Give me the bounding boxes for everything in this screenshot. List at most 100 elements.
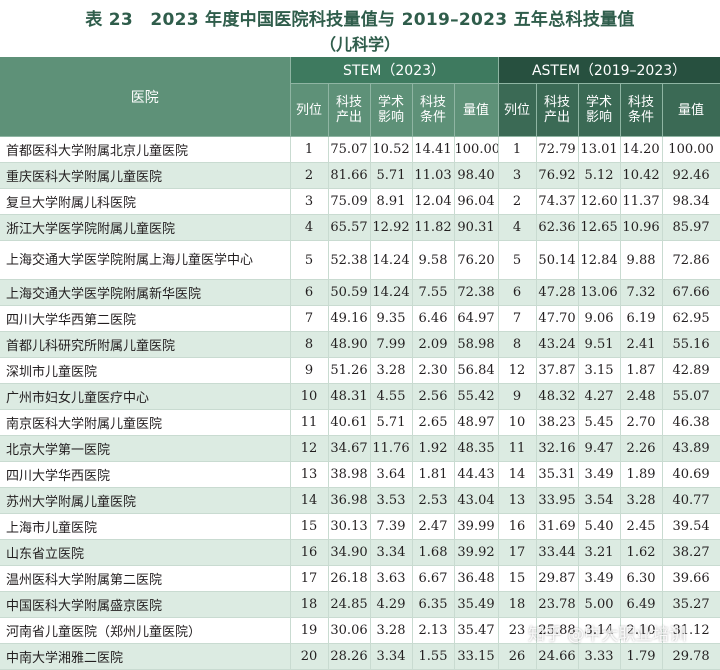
cell-stem-rank: 17	[290, 565, 329, 592]
cell-astem-rank: 16	[498, 513, 537, 540]
cell-stem-condition: 6.35	[412, 591, 455, 618]
cell-stem-output: 34.67	[328, 435, 371, 462]
cell-stem-value: 36.48	[454, 565, 499, 592]
cell-astem-impact: 12.60	[578, 188, 621, 215]
cell-hospital: 广州市妇女儿童医疗中心	[0, 383, 291, 410]
cell-astem-output: 23.78	[536, 591, 579, 618]
cell-astem-value: 62.95	[662, 305, 720, 332]
cell-stem-rank: 20	[290, 643, 329, 670]
cell-stem-output: 24.85	[328, 591, 371, 618]
cell-astem-output: 32.16	[536, 435, 579, 462]
cell-astem-value: 72.86	[662, 240, 720, 280]
cell-astem-value: 42.89	[662, 357, 720, 384]
cell-stem-output: 50.59	[328, 279, 371, 306]
cell-astem-rank: 13	[498, 487, 537, 514]
cell-astem-impact: 3.21	[578, 539, 621, 566]
cell-stem-value: 56.84	[454, 357, 499, 384]
cell-stem-rank: 18	[290, 591, 329, 618]
cell-stem-rank: 7	[290, 305, 329, 332]
cell-astem-rank: 2	[498, 188, 537, 215]
header-stem-impact-label: 学术影响	[377, 95, 404, 125]
cell-hospital: 深圳市儿童医院	[0, 357, 291, 384]
cell-astem-rank: 1	[498, 136, 537, 163]
cell-astem-rank: 8	[498, 331, 537, 358]
cell-astem-value: 55.07	[662, 383, 720, 410]
header-stem-output: 科技产出	[328, 83, 371, 137]
cell-stem-impact: 3.63	[370, 565, 413, 592]
cell-astem-output: 47.70	[536, 305, 579, 332]
cell-stem-condition: 2.56	[412, 383, 455, 410]
cell-stem-condition: 11.82	[412, 214, 455, 241]
cell-hospital: 上海交通大学医学院附属上海儿童医学中心	[0, 240, 291, 280]
cell-stem-condition: 1.81	[412, 461, 455, 488]
table-row: 复旦大学附属儿科医院 3 75.09 8.91 12.04 96.04 2 74.37 12.6…	[0, 188, 720, 215]
table-row: 首都医科大学附属北京儿童医院 1 75.07 10.52 14.41 100.00 1 72.…	[0, 136, 720, 163]
cell-astem-impact: 3.49	[578, 461, 621, 488]
cell-stem-condition: 1.68	[412, 539, 455, 566]
cell-astem-output: 25.88	[536, 617, 579, 644]
cell-astem-output: 29.87	[536, 565, 579, 592]
cell-astem-condition: 2.10	[620, 617, 663, 644]
cell-hospital: 中南大学湘雅二医院	[0, 643, 291, 670]
cell-stem-rank: 8	[290, 331, 329, 358]
cell-stem-rank: 3	[290, 188, 329, 215]
cell-hospital: 首都儿科研究所附属儿童医院	[0, 331, 291, 358]
cell-hospital: 中国医科大学附属盛京医院	[0, 591, 291, 618]
cell-stem-output: 36.98	[328, 487, 371, 514]
cell-astem-condition: 2.48	[620, 383, 663, 410]
cell-astem-output: 62.36	[536, 214, 579, 241]
table-row: 重庆医科大学附属儿童医院 2 81.66 5.71 11.03 98.40 3 76.92 5.…	[0, 162, 720, 189]
header-astem-impact-label: 学术影响	[586, 95, 613, 125]
cell-stem-condition: 2.53	[412, 487, 455, 514]
cell-stem-output: 75.09	[328, 188, 371, 215]
cell-hospital: 上海交通大学医学院附属新华医院	[0, 279, 291, 306]
cell-stem-output: 34.90	[328, 539, 371, 566]
cell-astem-rank: 23	[498, 617, 537, 644]
table-row: 温州医科大学附属第二医院 17 26.18 3.63 6.67 36.48 15 29.87 3…	[0, 565, 720, 592]
cell-astem-impact: 3.15	[578, 357, 621, 384]
cell-stem-value: 90.31	[454, 214, 499, 241]
cell-astem-rank: 10	[498, 409, 537, 436]
cell-stem-condition: 2.47	[412, 513, 455, 540]
cell-stem-rank: 16	[290, 539, 329, 566]
cell-stem-output: 65.57	[328, 214, 371, 241]
cell-astem-condition: 14.20	[620, 136, 663, 163]
cell-astem-rank: 15	[498, 565, 537, 592]
cell-hospital: 温州医科大学附属第二医院	[0, 565, 291, 592]
cell-stem-condition: 6.46	[412, 305, 455, 332]
table-row: 南京医科大学附属儿童医院 11 40.61 5.71 2.65 48.97 10 38.23 5…	[0, 409, 720, 436]
cell-astem-condition: 6.49	[620, 591, 663, 618]
cell-astem-value: 55.16	[662, 331, 720, 358]
table-body: 首都医科大学附属北京儿童医院 1 75.07 10.52 14.41 100.00 1 72.…	[0, 136, 720, 670]
cell-astem-condition: 7.32	[620, 279, 663, 306]
header-astem-rank: 列位	[498, 83, 537, 137]
cell-astem-rank: 14	[498, 461, 537, 488]
header-astem-condition-label: 科技条件	[628, 95, 655, 125]
cell-stem-impact: 12.92	[370, 214, 413, 241]
cell-stem-rank: 2	[290, 162, 329, 189]
cell-astem-value: 38.27	[662, 539, 720, 566]
table-row: 上海交通大学医学院附属上海儿童医学中心 5 52.38 14.24 9.58 76.20 5…	[0, 240, 720, 280]
table-row: 浙江大学医学院附属儿童医院 4 65.57 12.92 11.82 90.31 4 62.36…	[0, 214, 720, 241]
header-stem-rank: 列位	[290, 83, 329, 137]
cell-stem-rank: 11	[290, 409, 329, 436]
cell-astem-impact: 3.14	[578, 617, 621, 644]
cell-stem-impact: 3.28	[370, 617, 413, 644]
header-stem-impact: 学术影响	[370, 83, 413, 137]
cell-stem-condition: 6.67	[412, 565, 455, 592]
cell-astem-condition: 1.89	[620, 461, 663, 488]
table-row: 四川大学华西第二医院 7 49.16 9.35 6.46 64.97 7 47.70 9.06 6…	[0, 305, 720, 332]
cell-astem-value: 39.54	[662, 513, 720, 540]
cell-astem-value: 85.97	[662, 214, 720, 241]
cell-astem-impact: 9.51	[578, 331, 621, 358]
cell-stem-output: 52.38	[328, 240, 371, 280]
cell-astem-condition: 2.45	[620, 513, 663, 540]
cell-stem-value: 48.97	[454, 409, 499, 436]
table-row: 山东省立医院 16 34.90 3.34 1.68 39.92 17 33.44 3.21 1.6…	[0, 539, 720, 566]
cell-astem-output: 35.31	[536, 461, 579, 488]
cell-astem-value: 46.38	[662, 409, 720, 436]
cell-astem-condition: 1.87	[620, 357, 663, 384]
cell-stem-condition: 1.55	[412, 643, 455, 670]
cell-astem-value: 40.77	[662, 487, 720, 514]
cell-stem-condition: 12.04	[412, 188, 455, 215]
